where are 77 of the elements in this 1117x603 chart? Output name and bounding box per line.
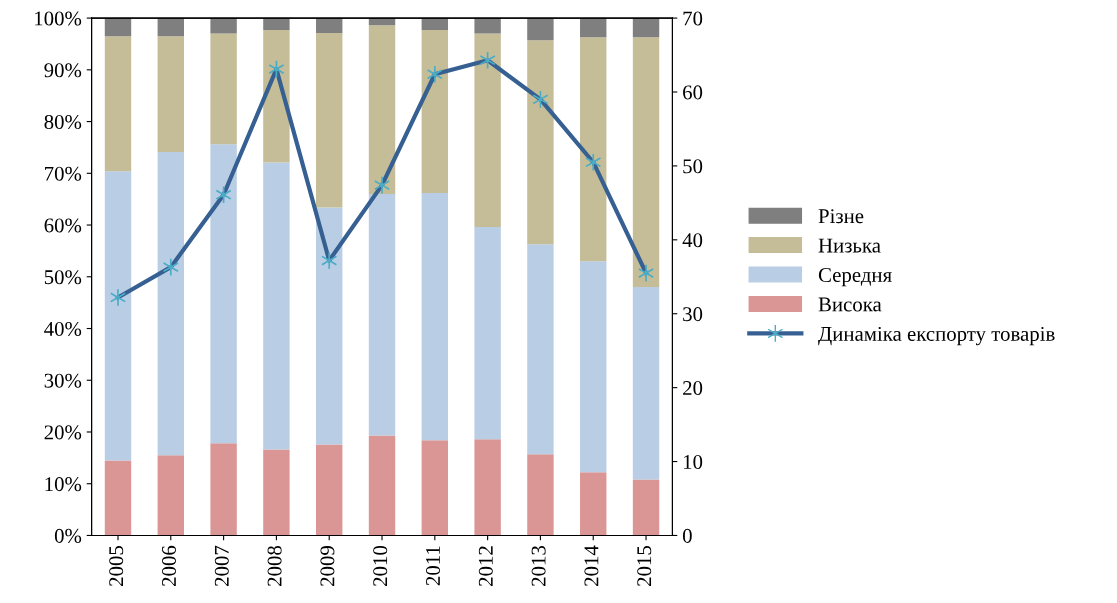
bar	[368, 194, 396, 436]
bar	[421, 440, 449, 536]
bar	[580, 18, 607, 38]
bar	[580, 472, 607, 536]
y2-tick-label: 60	[683, 85, 703, 100]
y-tick-label: 90%	[44, 63, 82, 78]
bar	[210, 33, 237, 145]
bar	[368, 435, 396, 536]
bar	[527, 244, 554, 455]
bar	[157, 455, 184, 536]
y-tick-label: 0%	[54, 528, 82, 543]
x-tick-label: 2010	[373, 545, 388, 586]
bar	[157, 152, 184, 456]
bar	[263, 162, 290, 450]
x-tick-label: 2011	[425, 546, 441, 586]
bar	[104, 36, 132, 172]
bar	[474, 33, 501, 228]
bar	[210, 443, 237, 536]
bar	[632, 287, 660, 480]
bar	[104, 460, 132, 536]
bar	[104, 171, 132, 461]
bar	[157, 36, 184, 153]
y-tick-label: 50%	[44, 270, 82, 285]
bar	[263, 18, 290, 30]
bar	[632, 37, 660, 288]
bar	[580, 261, 607, 473]
legend-label: Різне	[818, 209, 864, 224]
bar	[157, 18, 184, 37]
bar	[316, 18, 343, 34]
bar	[474, 18, 501, 34]
bar	[632, 18, 660, 38]
y-tick-label: 30%	[44, 373, 82, 388]
y-tick-label: 20%	[44, 425, 82, 440]
legend-label: Середня	[818, 268, 892, 287]
y-tick-label: 40%	[44, 321, 82, 337]
y2-tick-label: 40	[682, 233, 703, 248]
x-tick-label: 2009	[320, 546, 335, 586]
bar	[527, 40, 554, 245]
bar	[421, 192, 449, 441]
bar	[474, 439, 501, 536]
bar	[580, 37, 607, 262]
y-tick-label: 70%	[45, 166, 82, 181]
bar	[316, 444, 343, 536]
x-tick-label: 2006	[161, 545, 177, 586]
bar	[421, 29, 449, 193]
y2-tick-label: 70	[683, 11, 703, 26]
bar	[474, 227, 501, 440]
y-tick-label: 80%	[44, 114, 82, 130]
y2-tick-label: 50	[683, 159, 703, 174]
bar	[527, 454, 554, 536]
x-tick-label: 2005	[109, 546, 124, 586]
y2-tick-label: 10	[683, 454, 703, 469]
legend-label: Висока	[818, 297, 882, 312]
x-tick-label: 2014	[584, 545, 599, 586]
y2-tick-label: 0	[682, 528, 692, 543]
x-tick-label: 2012	[478, 546, 493, 586]
bar	[316, 33, 343, 208]
bar	[527, 18, 554, 41]
legend-label: Низька	[818, 238, 881, 253]
x-tick-label: 2015	[637, 546, 652, 586]
y-tick-label: 60%	[44, 218, 82, 233]
y-tick-label: 10%	[45, 477, 82, 492]
y2-tick-label: 30	[683, 307, 703, 322]
y-tick-label: 100%	[35, 11, 82, 26]
bar	[632, 479, 660, 536]
bar	[316, 207, 343, 445]
bar	[368, 25, 396, 194]
x-tick-label: 2008	[267, 545, 282, 586]
y2-tick-label: 20	[683, 381, 703, 396]
x-tick-label: 2007	[214, 545, 229, 586]
bar	[421, 18, 449, 30]
bar	[210, 18, 237, 34]
legend-label: Динаміка експорту товарів	[818, 326, 1055, 346]
x-tick-label: 2013	[531, 546, 546, 586]
bar	[263, 449, 290, 536]
bar	[104, 18, 132, 37]
bar	[210, 144, 237, 444]
